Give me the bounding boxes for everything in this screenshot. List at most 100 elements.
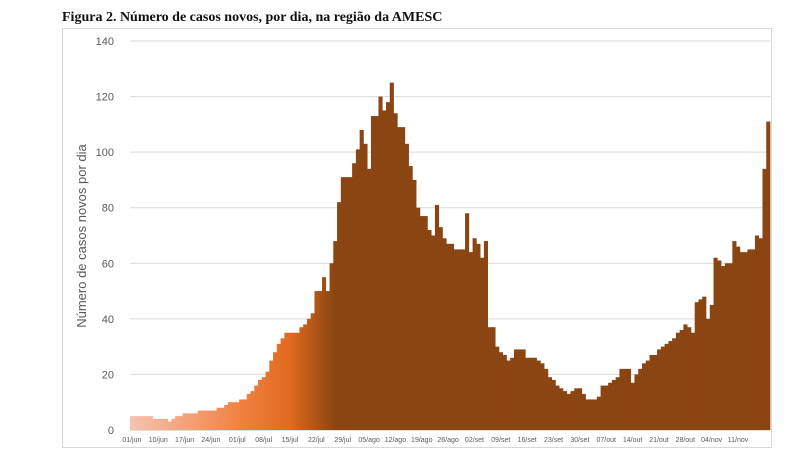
bar [604, 385, 609, 430]
bar [205, 410, 210, 430]
bar [747, 249, 752, 430]
bar [713, 257, 718, 430]
x-tick-label: 21/out [649, 437, 669, 444]
bar [209, 410, 214, 430]
bar [306, 318, 312, 430]
bar [408, 166, 413, 431]
bar [457, 249, 462, 430]
bar [743, 252, 748, 430]
bar [431, 235, 436, 430]
x-tick-label: 12/ago [385, 437, 407, 444]
bar [130, 416, 135, 430]
bar [333, 241, 338, 430]
bar [386, 102, 391, 430]
bar [690, 332, 696, 430]
bar [491, 327, 496, 430]
bar [517, 349, 522, 430]
x-tick-label: 01/jun [122, 437, 141, 444]
bar [314, 291, 319, 430]
bar [645, 360, 650, 430]
y-tick-label: 0 [108, 425, 114, 437]
y-tick-label: 60 [102, 258, 114, 270]
bar [706, 318, 711, 430]
bar [416, 207, 421, 430]
bar [186, 413, 191, 430]
bar [265, 371, 270, 430]
bar [506, 360, 511, 430]
bar [352, 163, 357, 430]
bar [514, 349, 519, 430]
y-tick-label: 40 [102, 314, 114, 326]
bar [480, 257, 485, 430]
bar [483, 241, 488, 430]
x-tick-label: 02/set [465, 437, 484, 444]
x-tick-label: 09/set [491, 437, 510, 444]
bar [141, 416, 146, 430]
bar [476, 243, 481, 430]
bar [216, 407, 221, 430]
bar [570, 391, 575, 430]
bar [190, 413, 195, 430]
bar [510, 357, 515, 430]
bar [566, 393, 571, 430]
bar [227, 402, 232, 430]
bar [367, 168, 372, 431]
bar [626, 368, 632, 430]
x-tick-label: 01/jul [229, 437, 246, 444]
bar [280, 338, 285, 430]
bar [653, 354, 658, 430]
bar [363, 143, 368, 431]
bar [284, 332, 289, 430]
bar [382, 110, 387, 430]
x-tick-label: 30/set [570, 437, 589, 444]
bar [160, 418, 165, 430]
bar [239, 399, 244, 430]
bar [423, 216, 428, 430]
bar [532, 357, 537, 430]
bar [254, 385, 259, 430]
bar [337, 202, 342, 430]
bar [246, 393, 251, 430]
bar [529, 357, 534, 430]
bar [751, 249, 756, 430]
bar [555, 385, 560, 430]
bar [325, 291, 330, 430]
bar [288, 332, 293, 430]
bar [739, 252, 744, 430]
x-tick-label: 10/jun [149, 437, 168, 444]
bar [137, 416, 142, 430]
bar [152, 418, 157, 430]
bar [446, 243, 451, 430]
bar [461, 249, 466, 430]
x-tick-label: 11/nov [728, 437, 749, 444]
bar [397, 127, 402, 430]
bar [698, 299, 703, 430]
bar [562, 391, 568, 430]
bar [540, 363, 545, 430]
bar [724, 263, 729, 430]
bar [721, 266, 726, 430]
bar [544, 368, 549, 430]
bar [438, 227, 443, 430]
bar [638, 368, 643, 430]
bar [261, 377, 266, 430]
bar [393, 113, 398, 430]
bar [736, 246, 741, 430]
bar [487, 327, 492, 430]
bar [427, 229, 432, 430]
x-tick-label: 24/jun [201, 437, 220, 444]
x-tick-label: 26/ago [437, 437, 459, 444]
bar [630, 382, 635, 430]
bar [322, 277, 327, 430]
y-tick-label: 20 [102, 369, 114, 381]
bar [754, 235, 760, 430]
bar [672, 338, 677, 430]
bar [687, 327, 692, 430]
x-tick-label: 05/ago [358, 437, 380, 444]
x-tick-label: 28/out [676, 437, 696, 444]
bar [578, 388, 583, 430]
bar [450, 243, 455, 430]
bar [675, 332, 680, 430]
bar [318, 291, 323, 430]
